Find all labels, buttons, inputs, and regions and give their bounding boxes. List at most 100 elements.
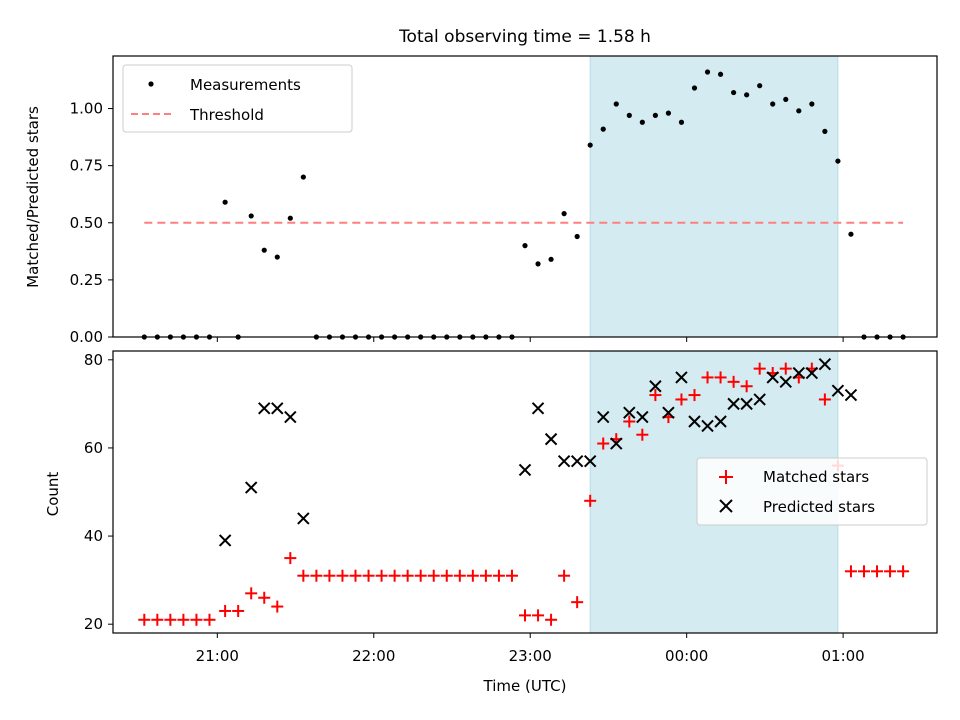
matched-star-point bbox=[584, 494, 597, 507]
predicted-star-point bbox=[284, 410, 297, 424]
matched-star-point bbox=[453, 569, 466, 582]
ratio-y-tick-label: 0.00 bbox=[70, 328, 103, 346]
predicted-star-point bbox=[714, 415, 727, 428]
predicted-star-point bbox=[218, 534, 232, 547]
matched-star-point bbox=[492, 569, 505, 582]
count-y-tick-label: 40 bbox=[84, 527, 103, 545]
count-legend: Matched stars Predicted stars bbox=[696, 457, 928, 526]
matched-star-point bbox=[857, 565, 870, 578]
predicted-star-point bbox=[623, 406, 636, 419]
matched-star-point bbox=[388, 569, 401, 582]
matched-star-point bbox=[571, 596, 584, 609]
x-tick-label: 23:00 bbox=[509, 647, 552, 665]
matched-star-point bbox=[362, 569, 375, 582]
measurement-point bbox=[796, 108, 802, 114]
matched-star-point bbox=[323, 569, 336, 582]
matched-star-point bbox=[336, 569, 349, 582]
measurement-point bbox=[731, 89, 737, 96]
matched-star-point bbox=[844, 565, 857, 578]
ratio-y-axis-label: Matched/Predicted stars bbox=[24, 106, 42, 288]
measurement-point bbox=[287, 215, 293, 221]
ratio-axes-frame bbox=[112, 55, 938, 338]
predicted-star-point bbox=[844, 388, 858, 402]
predicted-star-point bbox=[544, 432, 558, 446]
matched-star-point bbox=[779, 362, 792, 375]
matched-star-point bbox=[818, 393, 831, 406]
matched-star-point bbox=[310, 569, 323, 582]
matched-star-point bbox=[177, 613, 190, 626]
matched-star-point bbox=[427, 569, 440, 582]
measurement-point bbox=[274, 254, 280, 260]
matched-star-point bbox=[271, 600, 284, 613]
predicted-legend-label: Predicted stars bbox=[763, 498, 875, 516]
measurements-legend-label: Measurements bbox=[190, 76, 301, 94]
matched-star-point bbox=[597, 437, 610, 450]
measurement-point bbox=[222, 199, 228, 205]
measurement-point bbox=[600, 126, 606, 132]
measurement-point bbox=[835, 158, 841, 164]
matched-star-point bbox=[505, 569, 518, 582]
measurement-point bbox=[261, 247, 267, 253]
measurement-point bbox=[300, 174, 306, 180]
predicted-star-point bbox=[727, 397, 740, 411]
matched-star-point bbox=[623, 415, 636, 428]
measurement-point bbox=[770, 101, 776, 107]
measurement-point bbox=[652, 112, 658, 118]
measurement-point bbox=[822, 128, 828, 134]
predicted-star-point bbox=[297, 512, 310, 525]
measurement-point bbox=[626, 112, 632, 118]
matched-star-point bbox=[164, 613, 177, 626]
measurement-point bbox=[744, 92, 750, 98]
predicted-star-point bbox=[583, 454, 597, 468]
predicted-star-point bbox=[831, 384, 845, 397]
predicted-star-point bbox=[766, 371, 779, 384]
matched-star-point bbox=[649, 389, 662, 402]
matched-legend-label: Matched stars bbox=[763, 468, 869, 486]
predicted-star-point bbox=[740, 397, 753, 411]
count-y-tick-label: 20 bbox=[84, 615, 103, 633]
predicted-star-point bbox=[792, 366, 806, 380]
measurement-point bbox=[717, 71, 724, 77]
x-tick-label: 01:00 bbox=[822, 647, 865, 665]
ratio-shaded-region bbox=[589, 55, 839, 338]
threshold-legend-label: Threshold bbox=[189, 106, 264, 124]
predicted-legend-marker bbox=[719, 499, 733, 513]
matched-star-point bbox=[375, 569, 388, 582]
x-tick-label: 00:00 bbox=[665, 647, 708, 665]
measurement-point bbox=[613, 101, 619, 107]
matched-star-point bbox=[466, 569, 479, 582]
x-tick-label: 22:00 bbox=[352, 647, 395, 665]
matched-star-point bbox=[232, 604, 245, 617]
measurement-point bbox=[248, 213, 254, 219]
predicted-star-point bbox=[244, 481, 258, 494]
predicted-star-point bbox=[597, 410, 610, 424]
matched-star-point bbox=[284, 552, 297, 565]
x-tick-label: 21:00 bbox=[196, 647, 239, 665]
predicted-star-point bbox=[675, 371, 688, 384]
measurement-point bbox=[848, 231, 854, 237]
matched-star-point bbox=[479, 569, 492, 582]
predicted-star-point bbox=[688, 415, 701, 428]
predicted-star-point bbox=[518, 463, 532, 477]
matched-star-point bbox=[727, 375, 740, 388]
predicted-star-point bbox=[258, 402, 271, 415]
ratio-panel: Total observing time = 1.58 h 0.00 0.25 0.… bbox=[24, 27, 938, 346]
matched-star-point bbox=[884, 565, 897, 578]
ratio-y-tick-label: 0.75 bbox=[70, 157, 103, 175]
predicted-star-point bbox=[805, 366, 819, 380]
predicted-star-point bbox=[753, 393, 766, 406]
matched-star-point bbox=[203, 613, 216, 626]
ratio-y-tick-label: 1.00 bbox=[70, 100, 103, 118]
matched-star-point bbox=[440, 569, 453, 582]
x-axis-label: Time (UTC) bbox=[483, 677, 567, 695]
predicted-star-point bbox=[779, 375, 792, 389]
matched-star-point bbox=[190, 613, 203, 626]
matched-star-point bbox=[219, 604, 232, 617]
measurement-point bbox=[678, 119, 685, 125]
chart-title: Total observing time = 1.58 h bbox=[398, 27, 651, 47]
matched-star-point bbox=[138, 613, 151, 626]
matched-star-point bbox=[414, 569, 427, 582]
matched-star-point bbox=[258, 591, 271, 604]
ratio-legend-box bbox=[122, 64, 353, 133]
